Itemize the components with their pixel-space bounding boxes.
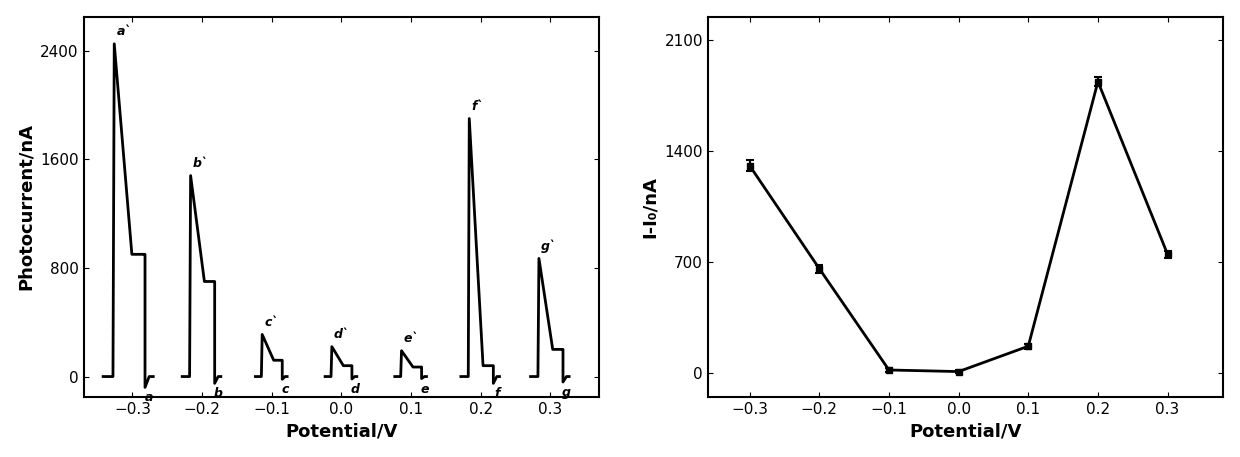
Text: a: a — [145, 392, 154, 404]
X-axis label: Potential/V: Potential/V — [285, 422, 398, 441]
Text: c`: c` — [264, 316, 278, 329]
Text: a`: a` — [117, 26, 131, 38]
Y-axis label: Photocurrent/nA: Photocurrent/nA — [16, 123, 35, 290]
Text: e: e — [420, 383, 429, 396]
Text: f: f — [494, 388, 500, 400]
Text: e`: e` — [403, 332, 418, 345]
Text: f`: f` — [471, 100, 484, 113]
Text: d: d — [350, 383, 360, 396]
Text: g`: g` — [541, 239, 557, 253]
Y-axis label: I-I₀/nA: I-I₀/nA — [641, 176, 658, 238]
Text: g: g — [562, 386, 570, 399]
Text: c: c — [281, 383, 289, 396]
Text: b`: b` — [192, 157, 208, 170]
X-axis label: Potential/V: Potential/V — [909, 422, 1022, 441]
Text: d`: d` — [334, 328, 350, 341]
Text: b: b — [213, 388, 223, 400]
